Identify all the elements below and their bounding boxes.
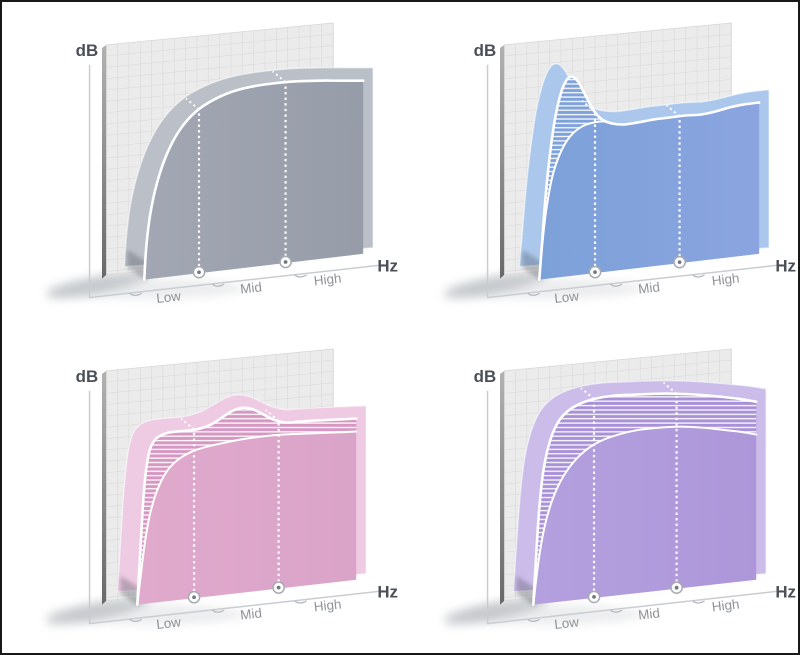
band-label-low: Low (156, 288, 182, 306)
axis-tick (211, 609, 225, 613)
band-label-mid: Mid (637, 605, 660, 622)
axis-tick (211, 283, 225, 287)
grid-wall-edge (101, 44, 107, 279)
surface-base-shadow (516, 575, 536, 607)
x-axis-label: Hz (775, 582, 796, 601)
y-axis-label: dB (76, 366, 99, 385)
frequency-marker (180, 417, 201, 604)
boost-response-curve (532, 391, 758, 606)
eq-chart-gray-flat: dB Hz Low Mid High (45, 22, 398, 306)
x-axis-label: Hz (377, 257, 398, 276)
eq-chart-pink-mid-boost: dB Hz Low Mid High (45, 347, 398, 632)
axis-tick (129, 292, 142, 296)
band-label-low: Low (156, 614, 182, 632)
hatch-region (539, 76, 612, 280)
x-axis-label: Hz (775, 257, 796, 276)
eq-chart-blue-low-boost: dB Hz Low Mid High (443, 22, 796, 306)
frequency-marker (580, 386, 601, 603)
surface-base-shadow (522, 249, 542, 281)
marker-dot-icon (593, 270, 597, 275)
surface-front-face (137, 407, 357, 605)
surface-base-shadow (127, 249, 147, 281)
band-label-high: High (711, 270, 740, 288)
band-label-high: High (711, 596, 740, 614)
band-label-low: Low (554, 288, 580, 306)
x-axis-label: Hz (377, 582, 398, 601)
floor-shadow (443, 270, 644, 299)
marker-dot-icon (592, 594, 596, 599)
grid-wall-edge (499, 370, 505, 605)
frequency-marker (581, 100, 602, 279)
axes: dB Hz Low Mid High (474, 41, 796, 306)
axis-lines (88, 64, 385, 299)
base-response-curve (532, 425, 758, 606)
axes: dB Hz Low Mid High (474, 366, 796, 631)
boost-response-curve (136, 405, 358, 606)
grid-wall-edge (101, 370, 107, 605)
surface-base-shadow (120, 575, 140, 607)
base-response-curve (136, 430, 358, 606)
marker-dot-icon (283, 260, 288, 264)
frequency-marker (271, 70, 292, 269)
axes: dB Hz Low Mid High (76, 41, 398, 306)
axis-tick (609, 609, 623, 613)
axis-tick (692, 599, 705, 604)
axes: dB Hz Low Mid High (76, 366, 398, 631)
axis-tick (129, 618, 142, 622)
hatch-region (137, 407, 357, 605)
eq-panel: dB Hz Low Mid High (400, 2, 798, 328)
axis-tick (294, 599, 307, 604)
band-label-mid: Mid (239, 279, 262, 296)
band-label-mid: Mid (637, 279, 660, 296)
floor-shadow (443, 595, 644, 625)
y-axis-label: dB (474, 41, 497, 60)
eq-panel: dB Hz Low Mid High (2, 328, 400, 654)
marker-dot-icon (192, 594, 196, 599)
eq-panel: dB Hz Low Mid High (400, 328, 798, 654)
floor-shadow (45, 595, 246, 625)
surface-front-face (539, 76, 760, 280)
band-label-mid: Mid (239, 605, 262, 622)
axis-lines (486, 390, 783, 624)
eq-chart-purple-full-boost: dB Hz Low Mid High (443, 347, 796, 632)
floor-shadow (45, 270, 246, 299)
frequency-marker (185, 97, 206, 279)
axis-tick (294, 274, 307, 278)
band-label-high: High (313, 596, 342, 614)
marker-dot-icon (276, 585, 281, 590)
frequency-marker (666, 104, 686, 269)
hatch-region (533, 393, 757, 605)
eq-panel: dB Hz Low Mid High (2, 2, 400, 328)
boost-response-curve (142, 79, 365, 281)
axis-tick (527, 618, 540, 622)
band-label-low: Low (554, 614, 580, 632)
marker-dot-icon (677, 260, 682, 265)
y-axis-label: dB (76, 41, 99, 60)
boost-response-curve (538, 75, 761, 281)
frequency-marker (663, 381, 683, 594)
marker-dot-icon (674, 585, 679, 590)
axis-tick (692, 274, 705, 278)
frequency-marker (265, 408, 285, 594)
band-label-high: High (313, 270, 342, 288)
axis-tick (527, 292, 540, 296)
axis-tick (609, 283, 623, 287)
marker-dot-icon (197, 270, 201, 275)
axis-lines (486, 64, 783, 299)
y-axis-label: dB (474, 366, 497, 385)
grid-wall-edge (499, 44, 505, 279)
axis-lines (88, 390, 385, 624)
